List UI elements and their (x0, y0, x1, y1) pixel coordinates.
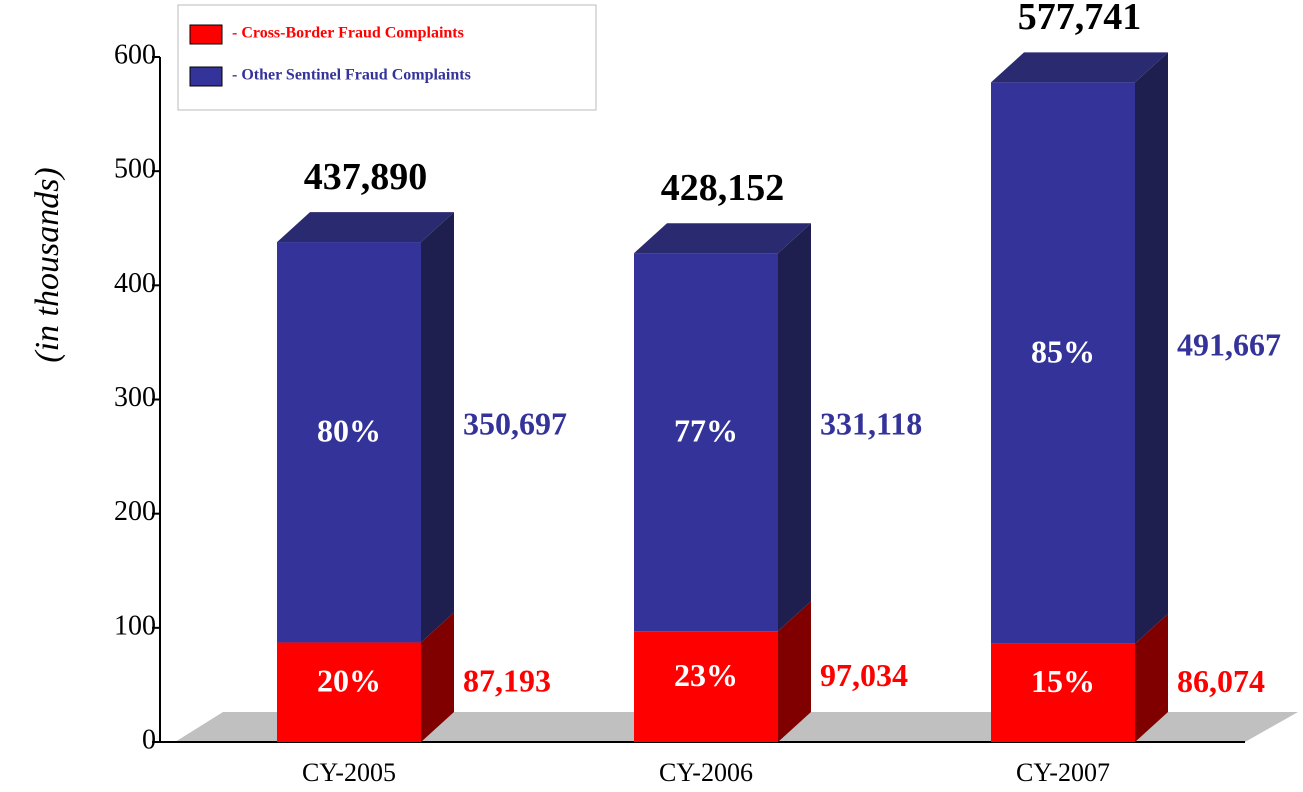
total-label: 428,152 (661, 167, 785, 209)
share-label: 80% (317, 413, 381, 449)
legend-label: - Other Sentinel Fraud Complaints (232, 67, 471, 84)
share-label: 15% (1031, 663, 1095, 699)
bar (991, 82, 1135, 644)
y-tick-label: 600 (114, 39, 156, 70)
share-label: 77% (674, 413, 738, 449)
total-label: 437,890 (304, 156, 428, 198)
value-label: 86,074 (1177, 663, 1265, 699)
share-label: 23% (674, 657, 738, 693)
bar (277, 242, 421, 643)
legend-swatch (189, 66, 223, 87)
x-tick-label: CY-2006 (659, 758, 753, 787)
y-tick-label: 0 (142, 724, 156, 755)
y-tick-label: 200 (114, 496, 156, 527)
bar-side (421, 612, 454, 742)
x-tick-label: CY-2007 (1016, 758, 1110, 787)
bar-side (1135, 52, 1168, 644)
bar-side (778, 601, 811, 742)
y-tick-label: 400 (114, 268, 156, 299)
y-tick-label: 300 (114, 382, 156, 413)
bar (634, 631, 778, 742)
bar (277, 642, 421, 742)
value-label: 491,667 (1177, 326, 1281, 362)
value-label: 97,034 (820, 657, 908, 693)
y-axis-title: (in thousands) (29, 167, 66, 363)
bar-top (277, 212, 454, 243)
bar-side (1135, 613, 1168, 742)
x-tick-label: CY-2005 (302, 758, 396, 787)
bar (991, 643, 1135, 742)
value-label: 350,697 (463, 406, 567, 442)
y-tick-label: 500 (114, 154, 156, 185)
value-label: 331,118 (820, 406, 922, 442)
share-label: 20% (317, 663, 381, 699)
bar-side (778, 223, 811, 632)
bar-top (991, 52, 1168, 83)
value-label: 87,193 (463, 663, 551, 699)
share-label: 85% (1031, 333, 1095, 369)
bar (634, 253, 778, 632)
total-label: 577,741 (1018, 0, 1142, 38)
y-tick-label: 100 (114, 610, 156, 641)
bar-side (421, 212, 454, 643)
legend-box (177, 4, 597, 111)
legend-swatch (189, 24, 223, 45)
bar-top (634, 223, 811, 254)
legend-label: - Cross-Border Fraud Complaints (232, 25, 464, 42)
